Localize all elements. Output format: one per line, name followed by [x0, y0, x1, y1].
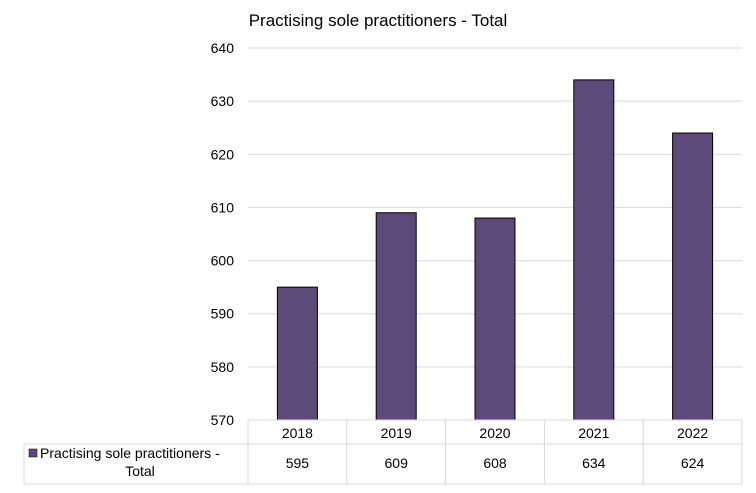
- bars: [276, 79, 714, 421]
- data-value-label: 608: [483, 455, 507, 471]
- y-tick-label: 620: [211, 146, 235, 162]
- y-tick-label: 600: [211, 253, 235, 269]
- category-label: 2018: [282, 425, 313, 441]
- y-tick-label: 640: [211, 40, 235, 56]
- data-table: 2018 595 2019 609 2020 608 2021 634 2022 624 Pract…: [23, 419, 743, 485]
- legend-label-line-2: Total: [125, 463, 155, 479]
- category-label: 2020: [479, 425, 510, 441]
- category-label: 2019: [381, 425, 412, 441]
- bar-2022: [672, 132, 714, 421]
- data-value-label: 609: [385, 455, 409, 471]
- legend-key: [28, 448, 38, 458]
- category-label: 2022: [677, 425, 708, 441]
- data-value-label: 624: [681, 455, 705, 471]
- bar-2019: [375, 212, 417, 421]
- data-value-label: 595: [286, 455, 310, 471]
- y-tick-label: 590: [211, 306, 235, 322]
- legend-label-line-1: Practising sole practitioners -: [40, 445, 220, 461]
- bar-2021: [573, 79, 615, 421]
- data-value-label: 634: [582, 455, 606, 471]
- category-label: 2021: [578, 425, 609, 441]
- chart-title: Practising sole practitioners - Total: [249, 11, 508, 30]
- y-tick-label: 630: [211, 93, 235, 109]
- y-tick-label: 580: [211, 359, 235, 375]
- y-tick-label: 570: [211, 412, 235, 428]
- bar-2018: [276, 286, 318, 421]
- y-axis-ticks: 570 580 590 600 610 620 630 640: [211, 40, 235, 428]
- bar-2020: [474, 217, 516, 421]
- y-tick-label: 610: [211, 199, 235, 215]
